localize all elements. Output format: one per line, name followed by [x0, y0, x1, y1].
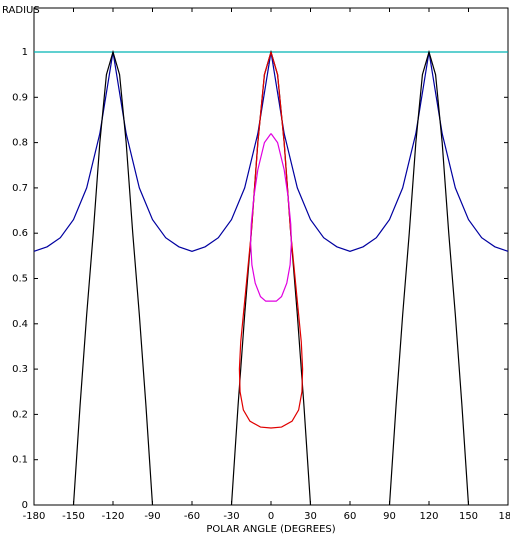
x-tick-label: -180: [23, 511, 46, 522]
y-tick-label: 0.4: [12, 319, 28, 330]
y-tick-label: 0.9: [12, 92, 28, 103]
x-tick-label: -30: [223, 511, 239, 522]
x-tick-label: -60: [184, 511, 200, 522]
x-axis-label: POLAR ANGLE (DEGREES): [206, 524, 335, 535]
curve: [72, 49, 470, 506]
curve: [238, 51, 304, 429]
x-tick-label: 30: [304, 511, 317, 522]
y-tick-label: 0.2: [12, 409, 28, 420]
y-axis-label: RADIUS: [2, 5, 40, 16]
x-tick-label: 0: [268, 511, 274, 522]
x-tick-label: 120: [419, 511, 438, 522]
y-tick-label: 1: [22, 47, 28, 58]
x-tick-label: 90: [383, 511, 396, 522]
x-tick-label: 180: [498, 511, 510, 522]
y-tick-label: 0.5: [12, 274, 28, 285]
y-tick-label: 0: [22, 500, 28, 511]
x-tick-label: -90: [144, 511, 160, 522]
y-tick-label: 0.7: [12, 183, 28, 194]
curve: [249, 133, 293, 302]
x-tick-label: 60: [344, 511, 357, 522]
x-tick-label: -150: [62, 511, 85, 522]
y-tick-label: 0.6: [12, 228, 28, 239]
x-tick-label: 150: [459, 511, 478, 522]
y-tick-label: 0.8: [12, 138, 28, 149]
y-tick-label: 0.3: [12, 364, 28, 375]
curve: [33, 51, 509, 252]
y-tick-label: 0.1: [12, 455, 28, 466]
x-tick-label: -120: [102, 511, 125, 522]
